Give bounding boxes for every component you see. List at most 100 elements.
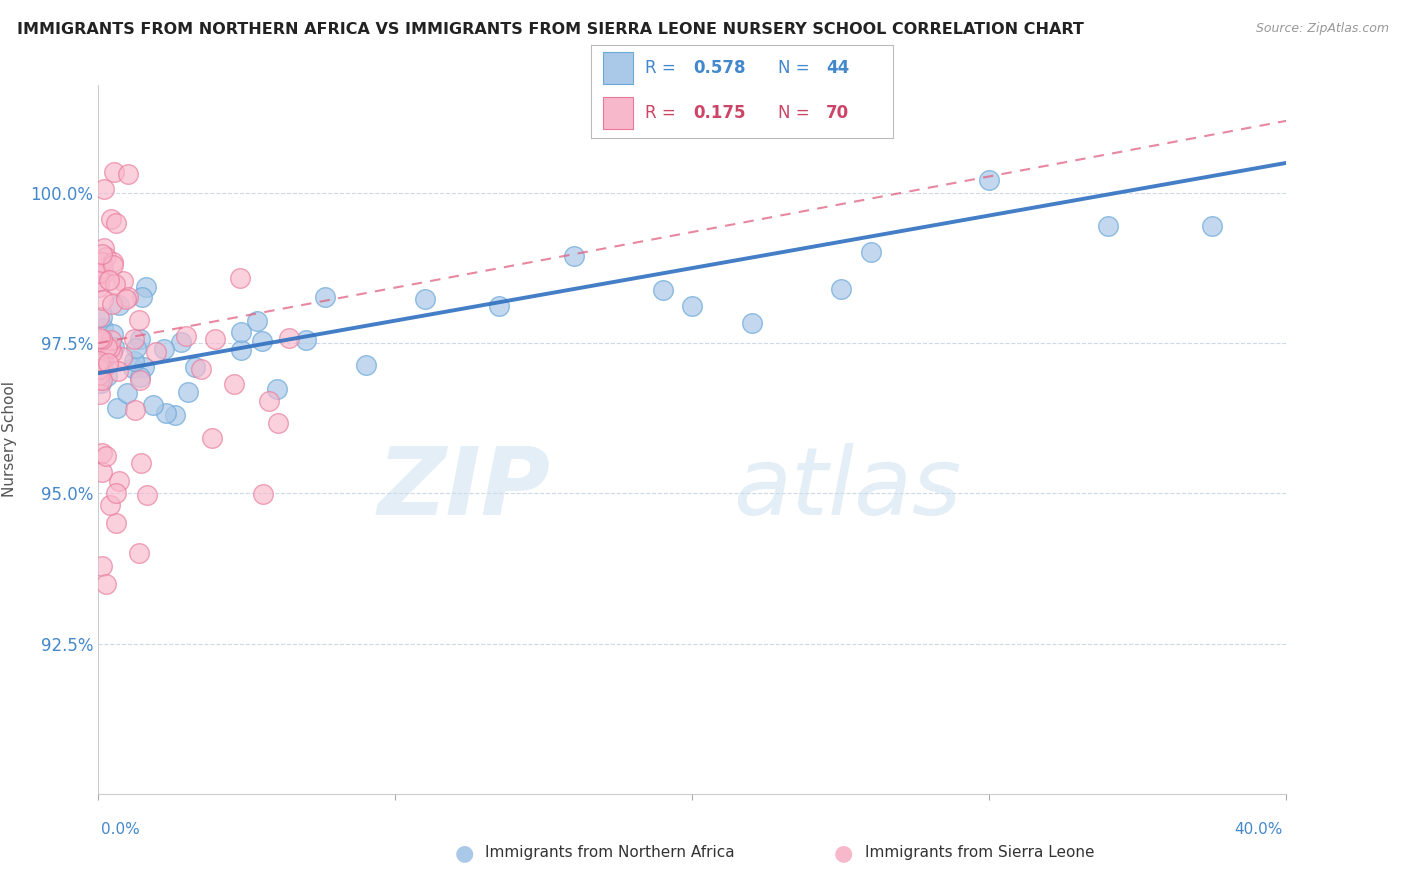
Point [93,362,115,376]
Text: N =: N = [778,59,815,77]
Text: 70: 70 [827,104,849,122]
Point [250,334,273,349]
Point [1097,219,1119,233]
Point [96,340,118,354]
Point [562,249,585,263]
Point [229,270,252,285]
Point [105,516,128,531]
Point [91,355,114,369]
Point [128,547,150,561]
Point [91,261,114,276]
Point [100,333,122,347]
Point [89,387,111,401]
Point [354,359,377,373]
Point [89,266,111,280]
Point [124,402,146,417]
Point [89,362,111,376]
Y-axis label: Nursery School: Nursery School [1,381,17,498]
Point [107,298,129,312]
Point [651,283,673,297]
Point [121,361,143,376]
Point [204,332,226,346]
Point [163,409,186,423]
Text: 40.0%: 40.0% [1234,822,1282,838]
Point [979,173,1001,187]
Text: IMMIGRANTS FROM NORTHERN AFRICA VS IMMIGRANTS FROM SIERRA LEONE NURSERY SCHOOL C: IMMIGRANTS FROM NORTHERN AFRICA VS IMMIG… [17,22,1084,37]
Point [91,310,114,324]
Text: Source: ZipAtlas.com: Source: ZipAtlas.com [1256,22,1389,36]
Point [89,353,111,368]
Point [110,350,132,364]
Point [91,267,114,281]
Point [231,343,253,358]
Point [111,274,134,288]
Text: atlas: atlas [733,443,962,534]
Point [1201,219,1223,233]
Point [201,431,224,445]
Point [98,499,121,513]
Point [128,332,150,346]
Point [830,282,852,296]
Point [117,290,139,304]
Point [87,310,110,325]
Point [153,342,176,356]
Point [314,290,336,304]
Point [134,359,156,374]
Point [252,487,274,501]
Text: ●: ● [454,843,474,863]
Point [125,341,148,355]
Point [90,376,112,391]
Point [246,314,269,328]
Point [94,576,117,591]
Point [177,384,200,399]
Point [135,279,157,293]
Bar [603,52,633,84]
Point [266,383,288,397]
Point [87,368,110,382]
Point [91,446,114,460]
Point [105,486,128,500]
Point [101,297,124,311]
Text: Immigrants from Sierra Leone: Immigrants from Sierra Leone [865,846,1094,860]
Text: Immigrants from Northern Africa: Immigrants from Northern Africa [485,846,735,860]
Text: 0.175: 0.175 [693,104,745,122]
Point [87,373,110,387]
Point [117,167,139,181]
Point [488,299,510,313]
Point [90,254,112,268]
Point [128,370,150,384]
Point [859,244,882,259]
Text: 44: 44 [827,59,849,77]
Point [295,333,318,347]
Point [91,293,114,307]
Point [101,258,124,272]
Point [184,359,207,374]
Point [90,247,112,261]
Point [101,345,124,359]
Point [741,316,763,330]
Point [105,401,128,416]
Point [93,345,115,359]
Point [145,344,167,359]
Point [94,449,117,463]
Point [93,241,115,255]
Point [224,377,246,392]
Point [108,475,131,489]
Point [257,393,280,408]
Point [413,292,436,306]
Text: N =: N = [778,104,815,122]
Point [89,280,111,294]
Point [90,334,112,348]
Point [98,273,121,287]
Text: ●: ● [834,843,853,863]
Point [87,274,110,288]
Point [129,456,152,470]
Point [229,326,252,340]
Point [681,299,703,313]
Point [91,465,114,479]
Text: ZIP: ZIP [377,443,550,535]
Point [190,361,212,376]
Point [174,328,197,343]
Point [100,212,122,227]
Text: 0.0%: 0.0% [101,822,141,838]
